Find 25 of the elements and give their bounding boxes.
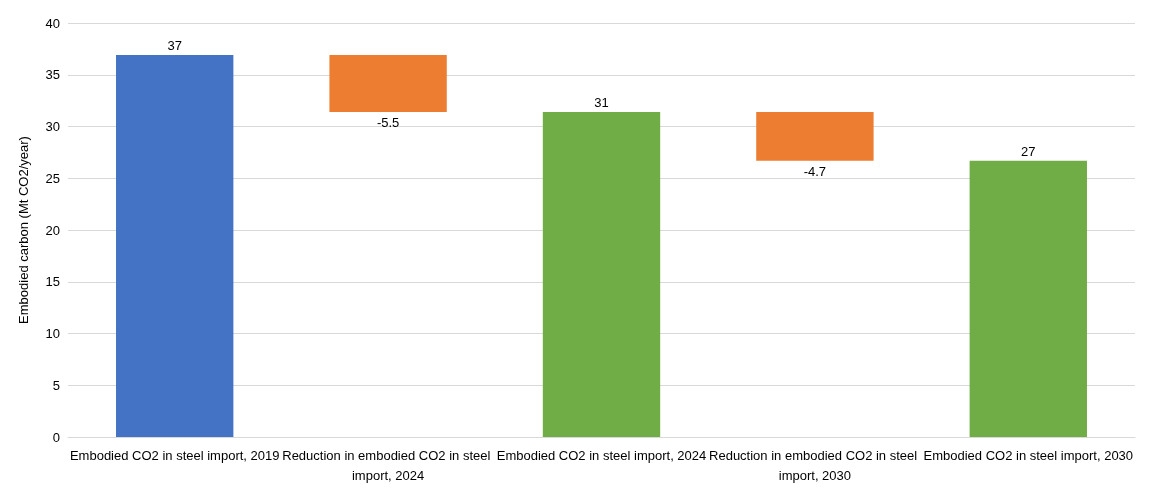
y-tick-label: 0 xyxy=(52,429,60,445)
y-tick-label: 25 xyxy=(45,170,60,186)
bar xyxy=(329,55,447,113)
data-label: 31 xyxy=(594,95,609,111)
data-label: -5.5 xyxy=(376,115,400,131)
y-tick-label: 40 xyxy=(45,15,60,31)
y-tick-label: 10 xyxy=(45,326,60,341)
y-tick-label: 35 xyxy=(45,67,60,83)
y-tick-label: 15 xyxy=(45,274,60,290)
x-tick-label: Embodied CO2 in steel import, 2030 xyxy=(923,447,1134,463)
data-label: 37 xyxy=(167,38,182,54)
x-tick-label: Reduction in embodied CO2 in steel import, 2024 xyxy=(282,447,494,483)
x-tick-label: Embodied CO2 in steel import, 2019 xyxy=(69,447,280,463)
bar xyxy=(116,55,234,437)
bar xyxy=(542,112,661,437)
data-label: -4.7 xyxy=(803,163,827,179)
y-axis-title: Embodied carbon (Mt CO2/year) xyxy=(16,136,31,324)
x-tick-label: Embodied CO2 in steel import, 2024 xyxy=(496,447,707,463)
x-tick-label: Reduction in embodied CO2 in steel import, 2030 xyxy=(709,447,921,483)
data-label: 27 xyxy=(1021,143,1036,159)
bar xyxy=(756,112,874,161)
y-tick-label: 20 xyxy=(45,222,60,238)
bar xyxy=(969,160,1087,437)
y-tick-label: 5 xyxy=(52,377,60,393)
y-tick-label: 30 xyxy=(45,119,60,134)
